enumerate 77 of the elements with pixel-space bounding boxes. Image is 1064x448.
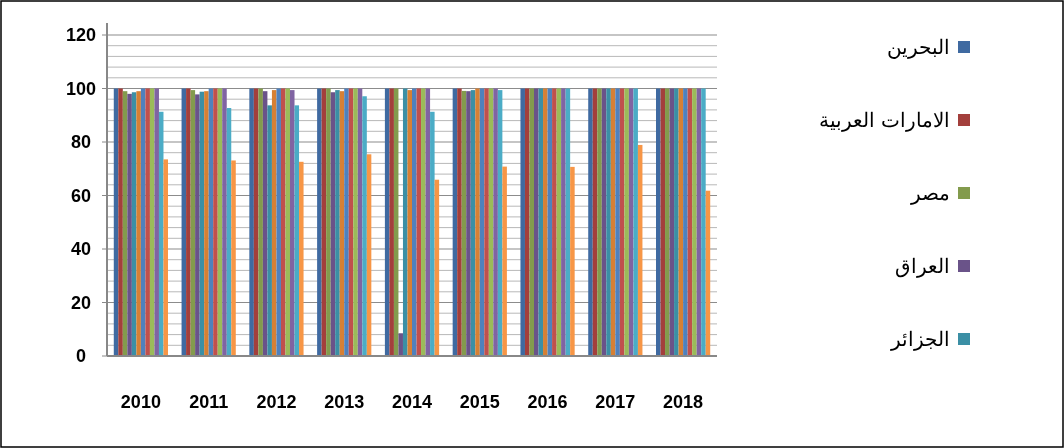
bar: [665, 88, 670, 356]
bar: [624, 88, 629, 356]
bar: [561, 88, 566, 356]
bar: [127, 93, 132, 356]
bar: [222, 88, 227, 356]
x-tick-label: 2016: [527, 392, 568, 412]
bar: [362, 96, 367, 356]
bar: [529, 88, 534, 356]
bar: [412, 88, 417, 356]
bar: [466, 91, 471, 356]
bar: [299, 161, 304, 356]
bar: [389, 88, 394, 356]
x-tick-label: 2017: [595, 392, 636, 412]
bar: [154, 88, 159, 356]
bar: [430, 111, 435, 356]
bar: [543, 88, 548, 356]
bar: [656, 88, 661, 356]
bar: [249, 88, 254, 356]
bar: [258, 88, 263, 356]
x-tick-label: 2018: [663, 392, 704, 412]
x-tick-label: 2010: [120, 392, 161, 412]
bar: [326, 88, 331, 356]
x-tick-label: 2011: [189, 392, 229, 412]
y-tick-label: 40: [70, 239, 92, 259]
legend-label: الامارات العربية: [819, 109, 950, 132]
bar: [484, 88, 489, 356]
bar: [204, 91, 209, 356]
bar: [570, 166, 575, 356]
bar: [145, 88, 150, 356]
bar: [701, 88, 706, 356]
x-tick-label: 2014: [391, 392, 433, 412]
bar: [633, 88, 638, 356]
bar: [186, 88, 191, 356]
bar: [276, 88, 281, 356]
legend-label: مصر: [910, 182, 950, 205]
bar: [597, 88, 602, 356]
bar: [118, 88, 123, 356]
bar: [552, 88, 557, 356]
y-tick-label: 80: [70, 132, 92, 152]
bar: [692, 88, 697, 356]
legend-label: البحرين: [887, 36, 950, 59]
bar: [674, 88, 679, 356]
legend-label: العراق: [895, 255, 950, 278]
bar: [231, 160, 236, 356]
x-tick-label: 2015: [459, 392, 500, 412]
bar: [398, 333, 403, 356]
legend-label: الجزائر: [890, 328, 950, 351]
bar: [475, 88, 480, 356]
bar: [606, 88, 611, 356]
bar: [520, 88, 525, 356]
bar: [344, 88, 349, 356]
y-tick-label: 0: [75, 346, 87, 366]
bar: [335, 90, 340, 356]
bar: [213, 88, 218, 356]
bar: [493, 88, 498, 356]
bar: [683, 88, 688, 356]
bar: [267, 105, 272, 356]
x-tick-label: 2012: [256, 392, 297, 412]
bar: [588, 88, 593, 356]
bar: [353, 88, 358, 356]
bar: [195, 94, 200, 356]
y-tick-label: 120: [65, 25, 97, 45]
y-tick-label: 60: [70, 185, 92, 206]
bar: [407, 90, 412, 356]
bar: [285, 88, 290, 356]
bar: [317, 88, 322, 356]
bar: [534, 88, 539, 356]
bar: [290, 90, 295, 356]
bar: [502, 166, 507, 356]
bar: [163, 159, 168, 356]
x-tick-label: 2013: [324, 392, 365, 412]
y-tick-label: 20: [70, 292, 92, 313]
bar: [615, 88, 620, 356]
y-tick-label: 100: [65, 78, 97, 99]
bar: [457, 88, 462, 356]
bar: [421, 88, 426, 356]
bar: [136, 91, 141, 356]
